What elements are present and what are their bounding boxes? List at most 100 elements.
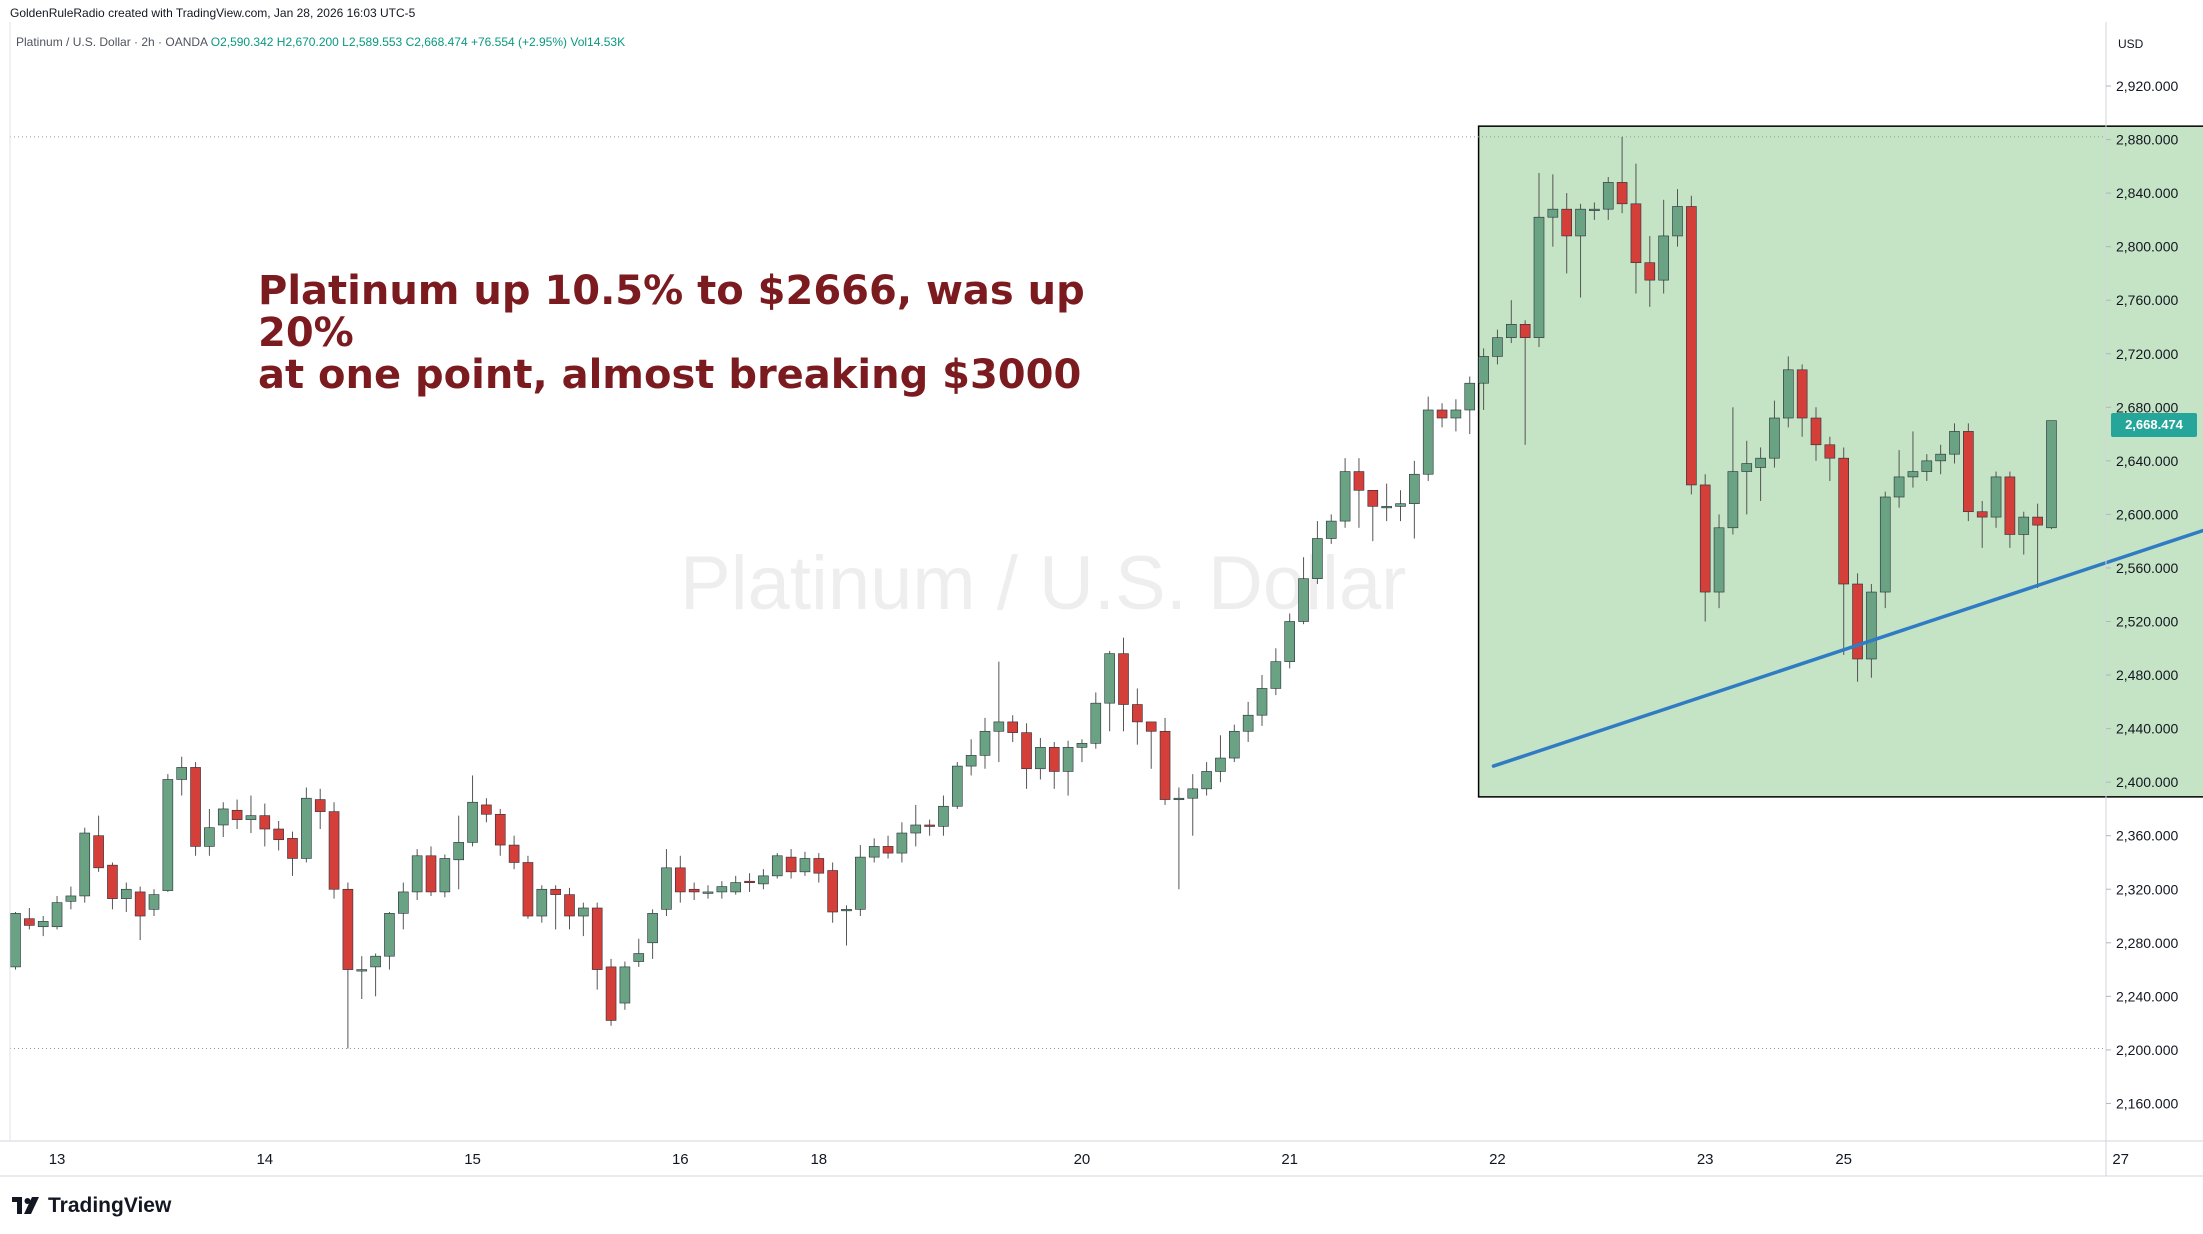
candle[interactable]: [79, 827, 91, 903]
candle[interactable]: [1561, 193, 1572, 274]
candle[interactable]: [1145, 721, 1157, 769]
candle[interactable]: [965, 739, 977, 776]
candle[interactable]: [758, 869, 769, 890]
candle[interactable]: [1201, 762, 1212, 796]
candle[interactable]: [1575, 203, 1586, 298]
candle[interactable]: [591, 902, 603, 990]
candle[interactable]: [522, 855, 534, 919]
candle[interactable]: [204, 808, 215, 856]
candle[interactable]: [841, 905, 852, 946]
candle[interactable]: [564, 887, 575, 930]
candle[interactable]: [578, 902, 589, 937]
candle[interactable]: [342, 882, 354, 1049]
candle[interactable]: [1963, 423, 1974, 522]
tradingview-brand[interactable]: TradingView: [12, 1194, 171, 1218]
candle[interactable]: [799, 851, 811, 876]
candle[interactable]: [1824, 436, 1836, 481]
candle[interactable]: [1450, 399, 1462, 432]
candle[interactable]: [1616, 136, 1628, 214]
candle[interactable]: [93, 815, 104, 872]
candle[interactable]: [1173, 787, 1185, 890]
candle[interactable]: [1866, 584, 1877, 678]
candle[interactable]: [1159, 717, 1171, 805]
candle[interactable]: [744, 873, 755, 892]
candle[interactable]: [1699, 474, 1711, 622]
candle[interactable]: [868, 838, 880, 863]
candle[interactable]: [1589, 202, 1600, 220]
candle[interactable]: [1242, 701, 1254, 742]
candle[interactable]: [2032, 503, 2043, 589]
candle[interactable]: [605, 958, 617, 1026]
candle[interactable]: [1284, 613, 1295, 669]
candle[interactable]: [273, 820, 284, 851]
candle[interactable]: [356, 956, 368, 1000]
candle[interactable]: [1478, 348, 1489, 410]
candle[interactable]: [674, 855, 686, 903]
candle[interactable]: [1838, 447, 1849, 655]
candle[interactable]: [162, 774, 174, 892]
candle[interactable]: [467, 775, 478, 847]
candle[interactable]: [1796, 364, 1808, 437]
candle[interactable]: [1464, 376, 1476, 435]
candle[interactable]: [633, 938, 645, 967]
candle[interactable]: [896, 822, 908, 863]
candle[interactable]: [301, 787, 312, 863]
candle[interactable]: [1353, 458, 1365, 528]
candle[interactable]: [397, 882, 409, 930]
candle[interactable]: [1229, 724, 1240, 763]
candle[interactable]: [134, 886, 146, 941]
candle[interactable]: [107, 862, 118, 910]
candle[interactable]: [785, 849, 797, 879]
candle[interactable]: [910, 804, 922, 847]
candle[interactable]: [1547, 174, 1559, 247]
candle[interactable]: [882, 835, 894, 859]
candle[interactable]: [813, 853, 825, 883]
candle[interactable]: [328, 802, 340, 899]
candle[interactable]: [1658, 199, 1669, 294]
candle[interactable]: [508, 835, 520, 870]
candle[interactable]: [176, 756, 187, 796]
candle[interactable]: [1852, 573, 1863, 682]
candle[interactable]: [1367, 490, 1379, 542]
candle[interactable]: [1090, 692, 1102, 749]
candle[interactable]: [1048, 741, 1060, 789]
candle[interactable]: [148, 889, 160, 917]
trend-arrow-line[interactable]: [1491, 415, 2203, 768]
candle[interactable]: [1325, 514, 1337, 544]
candle[interactable]: [1727, 407, 1739, 535]
candle[interactable]: [855, 845, 866, 917]
candle[interactable]: [1810, 407, 1822, 461]
candle[interactable]: [245, 795, 257, 834]
candle[interactable]: [1381, 483, 1392, 522]
candle[interactable]: [550, 885, 561, 930]
candle[interactable]: [425, 846, 437, 896]
candle[interactable]: [1741, 440, 1753, 515]
candle[interactable]: [1949, 423, 1960, 464]
candle[interactable]: [2004, 471, 2016, 548]
candle[interactable]: [1215, 735, 1226, 783]
candle[interactable]: [65, 886, 77, 910]
candle[interactable]: [411, 849, 423, 900]
candle[interactable]: [2018, 511, 2030, 555]
candle[interactable]: [1187, 774, 1199, 836]
candle[interactable]: [384, 912, 395, 970]
candle[interactable]: [1132, 688, 1143, 745]
candle[interactable]: [1118, 637, 1129, 732]
candle[interactable]: [1256, 675, 1268, 726]
candle[interactable]: [771, 853, 783, 879]
candle[interactable]: [439, 854, 451, 898]
candle[interactable]: [1769, 400, 1780, 468]
candle[interactable]: [1062, 740, 1074, 796]
candle[interactable]: [1935, 444, 1946, 475]
candle[interactable]: [1907, 431, 1919, 488]
candle[interactable]: [661, 849, 672, 917]
candle[interactable]: [619, 961, 631, 1010]
candle[interactable]: [121, 882, 132, 913]
candle[interactable]: [1395, 490, 1406, 522]
candle[interactable]: [1492, 329, 1503, 365]
candle[interactable]: [231, 799, 243, 830]
candle[interactable]: [24, 907, 35, 930]
candle[interactable]: [190, 762, 201, 856]
candle[interactable]: [1602, 177, 1614, 220]
